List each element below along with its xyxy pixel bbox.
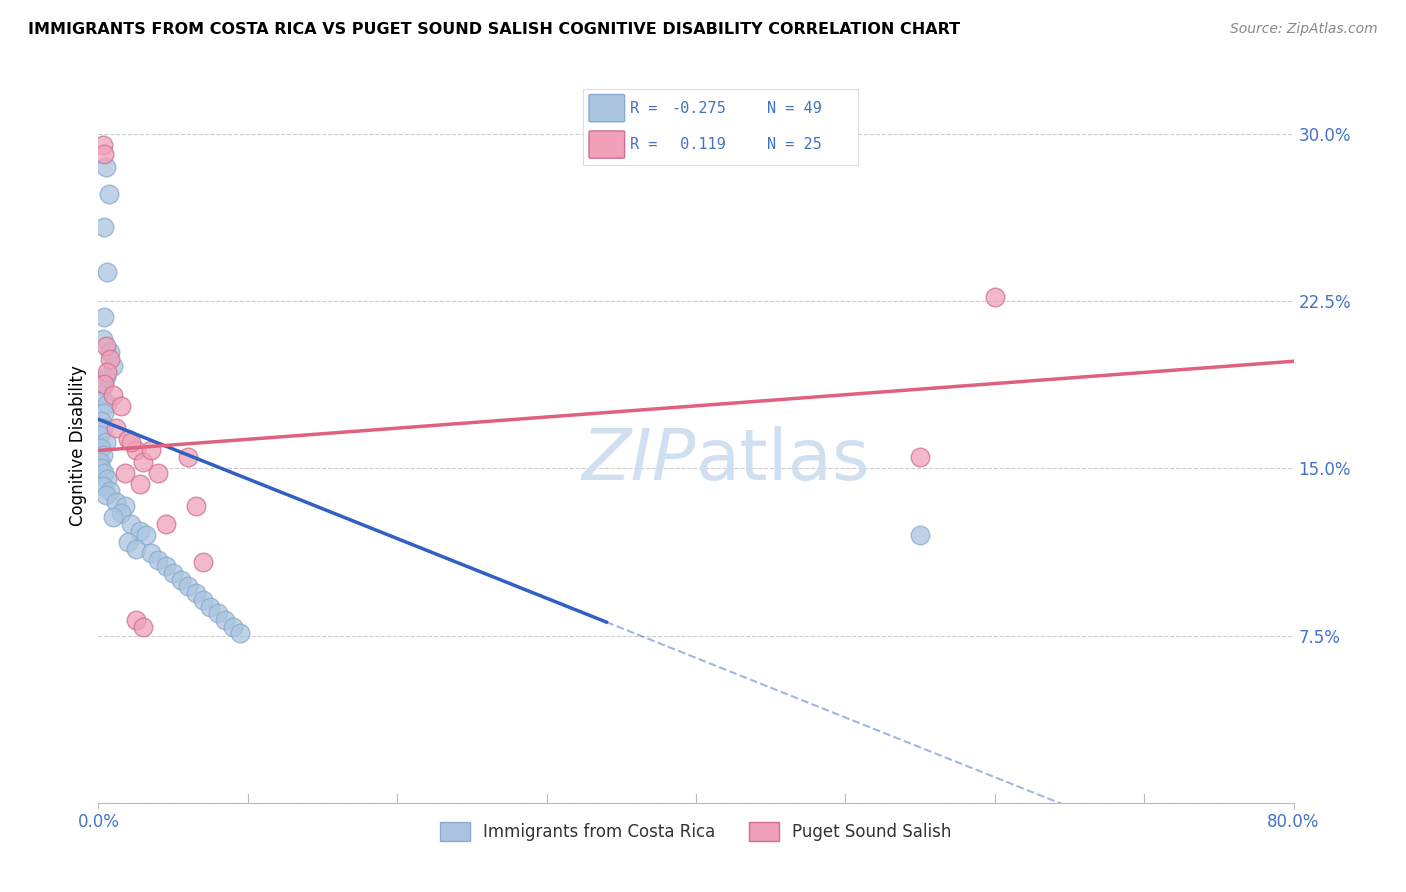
Point xyxy=(91,378,114,392)
Point xyxy=(91,137,114,152)
Point xyxy=(155,516,177,531)
Point xyxy=(94,369,117,384)
Point xyxy=(91,421,114,435)
Point xyxy=(155,559,177,574)
Point xyxy=(110,399,132,413)
Point xyxy=(169,573,191,587)
Point xyxy=(984,289,1007,303)
Point xyxy=(139,546,162,560)
Point xyxy=(110,506,132,520)
Point xyxy=(191,592,214,607)
Point xyxy=(98,351,122,366)
Point xyxy=(207,607,229,621)
Point xyxy=(132,454,155,469)
Text: IMMIGRANTS FROM COSTA RICA VS PUGET SOUND SALISH COGNITIVE DISABILITY CORRELATIO: IMMIGRANTS FROM COSTA RICA VS PUGET SOUN… xyxy=(28,22,960,37)
Point xyxy=(148,552,170,567)
Point xyxy=(90,461,112,475)
Point xyxy=(229,626,252,640)
Point xyxy=(93,146,115,161)
Text: R =: R = xyxy=(630,137,666,152)
Point xyxy=(125,613,148,627)
Legend: Immigrants from Costa Rica, Puget Sound Salish: Immigrants from Costa Rica, Puget Sound … xyxy=(433,815,959,848)
Point xyxy=(94,434,117,449)
FancyBboxPatch shape xyxy=(589,131,624,158)
Point xyxy=(91,332,114,346)
Point xyxy=(135,528,157,542)
Point xyxy=(98,483,122,498)
Point xyxy=(94,338,117,352)
Point xyxy=(184,499,207,513)
Point xyxy=(103,359,125,373)
Point xyxy=(105,494,128,508)
Point xyxy=(114,466,136,480)
Text: N = 25: N = 25 xyxy=(768,137,823,152)
Point xyxy=(125,541,148,556)
Point xyxy=(90,441,112,455)
Point xyxy=(96,473,118,487)
Point xyxy=(114,499,136,513)
Point xyxy=(103,510,125,524)
Point xyxy=(93,466,115,480)
Point xyxy=(120,516,142,531)
Point xyxy=(93,405,115,419)
Point xyxy=(93,310,115,324)
Point xyxy=(90,387,112,401)
Point xyxy=(91,448,114,462)
Point xyxy=(97,186,120,201)
Point xyxy=(120,434,142,449)
Point xyxy=(125,443,148,458)
Point xyxy=(162,566,184,581)
Text: ZIP: ZIP xyxy=(582,425,696,495)
Point xyxy=(148,466,170,480)
Point xyxy=(93,376,115,391)
Text: R =: R = xyxy=(630,101,666,116)
Point xyxy=(908,528,931,542)
Point xyxy=(129,524,152,538)
Point xyxy=(96,265,118,279)
Point xyxy=(139,443,162,458)
Point xyxy=(222,619,245,633)
Point xyxy=(90,414,112,428)
Text: -0.275: -0.275 xyxy=(671,101,725,116)
Point xyxy=(191,555,214,569)
Point xyxy=(177,580,200,594)
Point xyxy=(89,427,111,442)
Point xyxy=(98,345,122,359)
Point xyxy=(132,619,155,633)
Point xyxy=(96,366,118,380)
Point xyxy=(200,599,222,614)
Point xyxy=(96,396,118,410)
Text: Source: ZipAtlas.com: Source: ZipAtlas.com xyxy=(1230,22,1378,37)
Point xyxy=(214,613,236,627)
Point xyxy=(105,421,128,435)
FancyBboxPatch shape xyxy=(589,95,624,122)
Text: atlas: atlas xyxy=(696,425,870,495)
Text: 0.119: 0.119 xyxy=(671,137,725,152)
Point xyxy=(177,450,200,464)
Point xyxy=(93,220,115,235)
Point xyxy=(908,450,931,464)
Point xyxy=(117,432,139,446)
Point xyxy=(117,534,139,549)
Point xyxy=(94,488,117,502)
Y-axis label: Cognitive Disability: Cognitive Disability xyxy=(69,366,87,526)
Point xyxy=(184,586,207,600)
Text: N = 49: N = 49 xyxy=(768,101,823,116)
Point xyxy=(94,161,117,175)
Point xyxy=(103,387,125,401)
Point xyxy=(89,454,111,469)
Point xyxy=(129,476,152,491)
Point xyxy=(91,479,114,493)
